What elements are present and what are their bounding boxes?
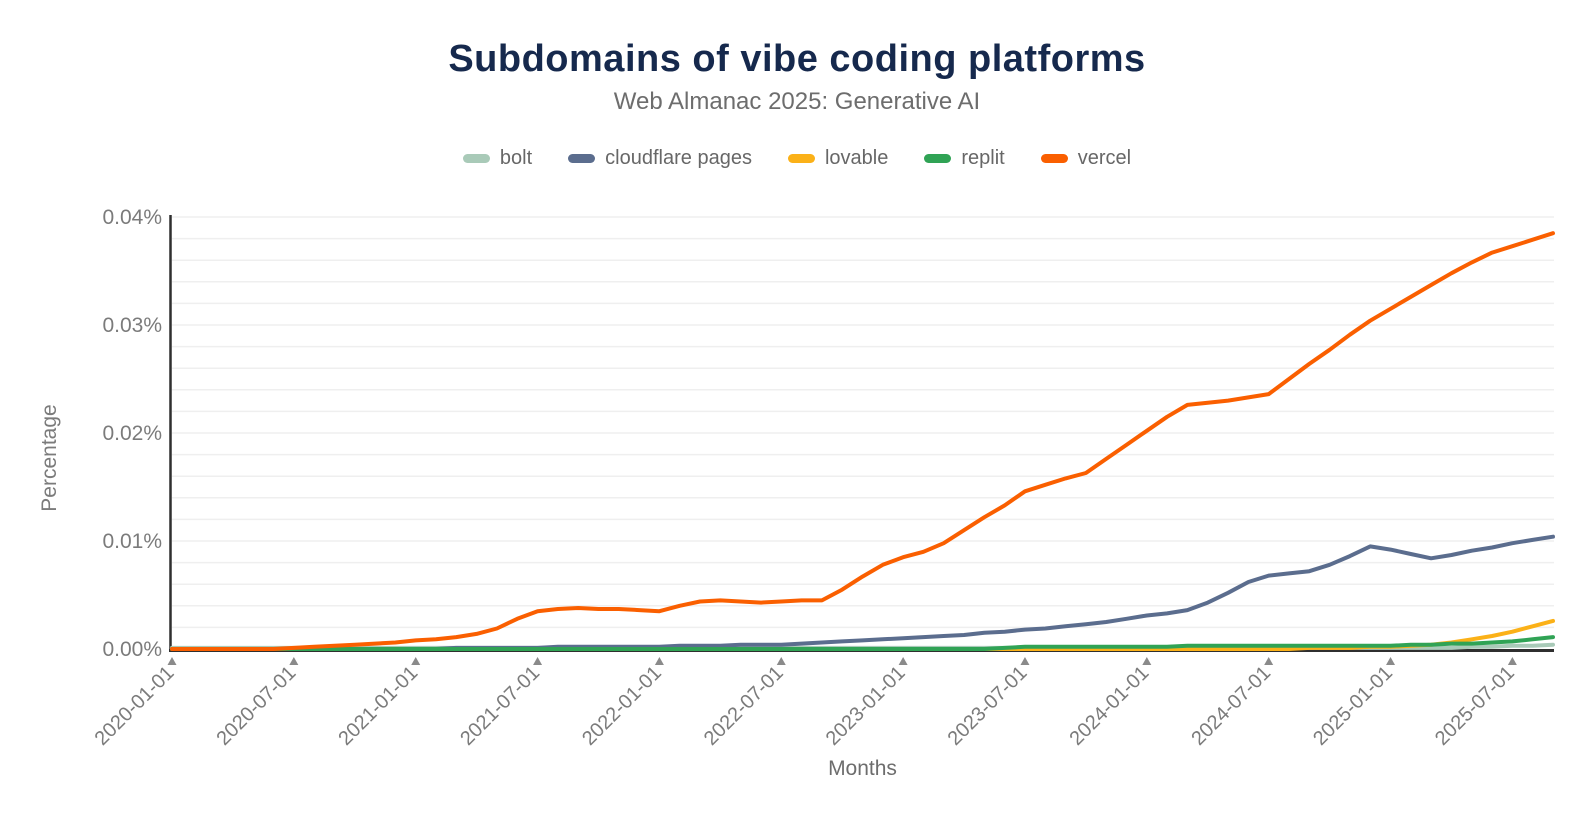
x-tick-mark <box>1386 657 1396 665</box>
x-tick-mark <box>533 657 543 665</box>
legend-swatch-vercel <box>1040 154 1068 163</box>
series-lines <box>170 231 1555 651</box>
x-tick-marks <box>167 657 1517 665</box>
x-tick-mark <box>898 657 908 665</box>
legend-label: cloudflare pages <box>605 147 752 169</box>
x-tick-mark <box>776 657 786 665</box>
legend-item-lovable[interactable]: lovable <box>787 147 889 170</box>
legend-swatch-cloudflare-pages <box>568 154 596 163</box>
legend-item-replit[interactable]: replit <box>924 147 1005 170</box>
legend-item-cloudflare-pages[interactable]: cloudflare pages <box>568 147 752 170</box>
series-line-cloudflare-pages <box>170 534 1555 651</box>
x-tick-mark <box>1264 657 1274 665</box>
x-tick-mark <box>167 657 177 665</box>
x-tick-mark <box>654 657 664 665</box>
x-tick-mark <box>1020 657 1030 665</box>
y-tick-label: 0.03% <box>102 314 162 337</box>
x-tick-mark <box>1142 657 1152 665</box>
x-tick-label: 2024-01-01 <box>1065 662 1153 750</box>
x-tick-mark <box>289 657 299 665</box>
legend: bolt cloudflare pages lovable replit vercel <box>0 147 1594 170</box>
y-tick-label: 0.01% <box>102 530 162 553</box>
series-line-vercel <box>170 231 1555 651</box>
x-tick-label: 2023-07-01 <box>944 662 1032 750</box>
y-gridlines <box>172 216 1554 629</box>
legend-label: vercel <box>1077 147 1132 169</box>
x-tick-label: 2022-01-01 <box>578 662 666 750</box>
x-tick-label: 2021-01-01 <box>334 662 422 750</box>
legend-item-vercel[interactable]: vercel <box>1040 147 1132 170</box>
legend-swatch-lovable <box>787 154 815 163</box>
x-tick-label: 2023-01-01 <box>822 662 910 750</box>
legend-swatch-replit <box>924 154 952 163</box>
legend-label: bolt <box>499 147 533 169</box>
x-tick-label: 2024-07-01 <box>1187 662 1275 750</box>
legend-label: replit <box>961 147 1005 169</box>
series-line-replit <box>170 635 1555 651</box>
y-tick-labels: 0.00% 0.01% 0.02% 0.03% 0.04% <box>102 206 162 661</box>
x-tick-label: 2021-07-01 <box>456 662 544 750</box>
x-tick-label: 2020-07-01 <box>212 662 300 750</box>
x-tick-label: 2025-07-01 <box>1431 662 1519 750</box>
x-axis-title: Months <box>828 757 897 780</box>
legend-swatch-bolt <box>462 154 490 163</box>
x-tick-label: 2025-01-01 <box>1309 662 1397 750</box>
legend-item-bolt[interactable]: bolt <box>462 147 533 170</box>
x-tick-mark <box>411 657 421 665</box>
y-axis-title: Percentage <box>38 404 61 511</box>
x-tick-label: 2022-07-01 <box>700 662 788 750</box>
chart-subtitle: Web Almanac 2025: Generative AI <box>613 88 981 115</box>
x-tick-mark <box>1507 657 1517 665</box>
legend-label: lovable <box>824 147 889 169</box>
y-tick-label: 0.04% <box>102 206 162 229</box>
x-tick-labels: 2020-01-01 2020-07-01 2021-01-01 2021-07-01… <box>91 662 1519 750</box>
chart-title: Subdomains of vibe coding platforms <box>448 38 1146 80</box>
x-tick-label: 2020-01-01 <box>91 662 179 750</box>
y-tick-label: 0.02% <box>102 422 162 445</box>
y-tick-label: 0.00% <box>102 638 162 661</box>
